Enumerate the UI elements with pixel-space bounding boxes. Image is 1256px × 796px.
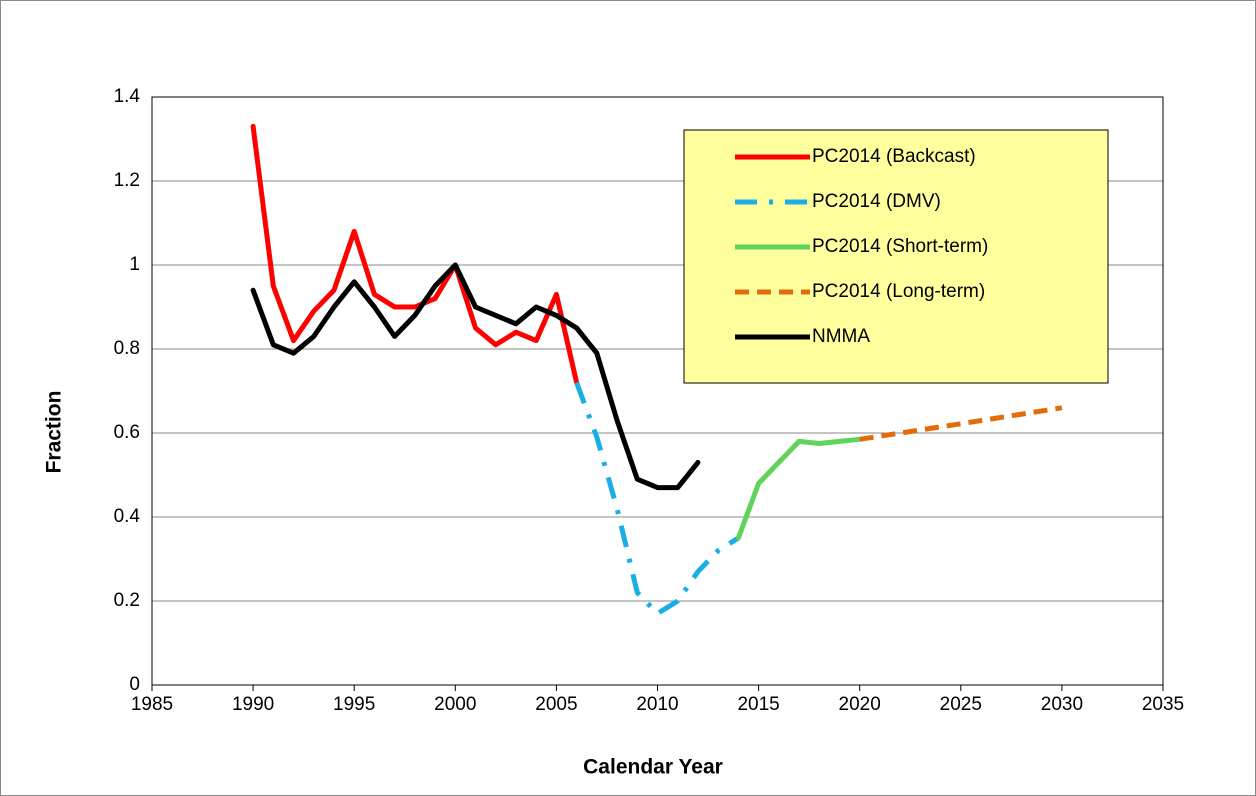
legend-label: PC2014 (Short-term) [812,236,988,257]
x-tick-label: 2030 [1041,694,1083,715]
y-tick-label: 0.6 [114,422,140,443]
y-tick-label: 1 [129,254,140,275]
y-axis-title: Fraction [43,391,66,474]
legend-box [683,129,1109,384]
y-tick-label: 0.2 [114,590,140,611]
x-tick-label: 2010 [636,694,678,715]
x-tick-label: 1985 [131,694,173,715]
x-tick-label: 2000 [434,694,476,715]
x-tick-label: 1995 [333,694,375,715]
x-tick-label: 2015 [737,694,779,715]
line-series [735,436,863,541]
y-tick-label: 0.4 [114,506,141,527]
x-tick-label: 2005 [535,694,577,715]
x-tick-label: 2020 [839,694,881,715]
x-tick-label: 1990 [232,694,274,715]
x-axis-title: Calendar Year [583,756,723,779]
y-tick-label: 0.8 [114,338,140,359]
y-tick-label: 1.2 [114,170,140,191]
legend-label: PC2014 (DMV) [812,191,941,212]
legend-label: PC2014 (Backcast) [812,146,976,167]
line-series [859,405,1063,442]
y-tick-label: 0 [129,674,140,695]
legend-label: PC2014 (Long-term) [812,281,985,302]
x-tick-label: 2025 [940,694,982,715]
y-tick-label: 1.4 [114,86,141,107]
line-series [250,123,580,386]
line-series [250,262,701,491]
x-tick-label: 2035 [1142,694,1184,715]
legend-label: NMMA [812,326,870,347]
